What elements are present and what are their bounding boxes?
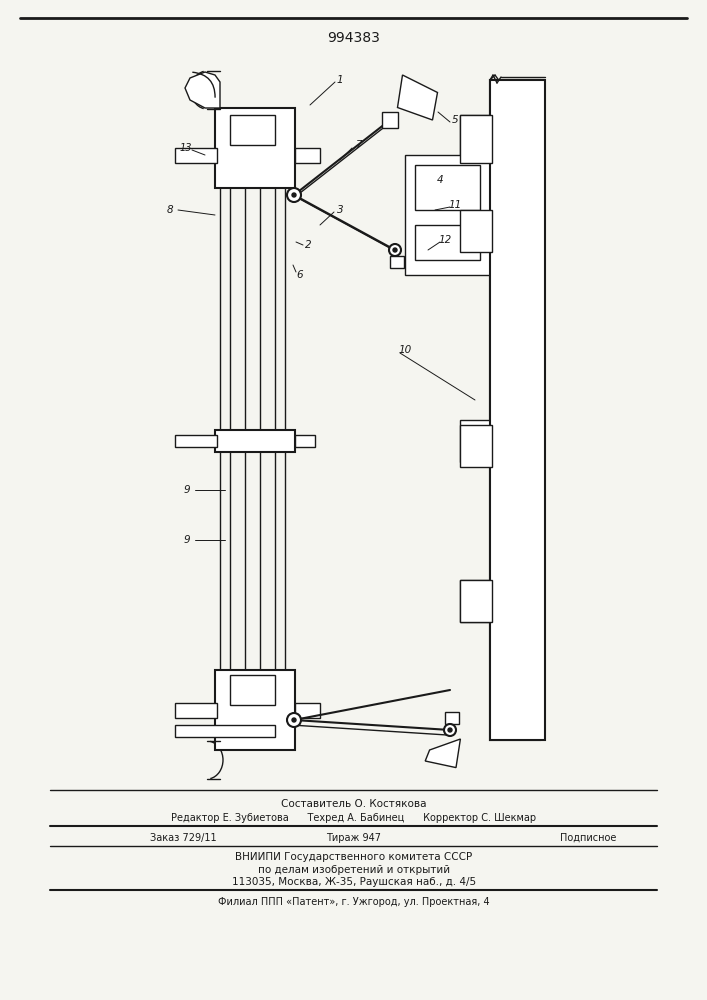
- Circle shape: [292, 718, 296, 722]
- Circle shape: [292, 193, 296, 197]
- Bar: [460, 115, 492, 163]
- Text: 10: 10: [398, 345, 411, 355]
- Bar: [230, 675, 275, 705]
- Bar: [295, 148, 320, 163]
- Polygon shape: [425, 739, 460, 768]
- Polygon shape: [397, 75, 438, 120]
- Text: по делам изобретений и открытий: по делам изобретений и открытий: [258, 865, 450, 875]
- Text: 9: 9: [183, 485, 190, 495]
- Text: 1: 1: [337, 75, 344, 85]
- Text: 994383: 994383: [327, 31, 380, 45]
- Text: 5: 5: [452, 115, 458, 125]
- Circle shape: [389, 244, 401, 256]
- Text: 6: 6: [297, 270, 303, 280]
- Circle shape: [287, 188, 301, 202]
- Bar: [175, 435, 217, 447]
- Bar: [460, 425, 492, 467]
- Bar: [175, 148, 217, 163]
- Polygon shape: [185, 72, 220, 108]
- Text: ВНИИПИ Государственного комитета СССР: ВНИИПИ Государственного комитета СССР: [235, 852, 472, 862]
- Bar: [382, 112, 398, 128]
- Bar: [460, 210, 492, 252]
- Bar: [490, 80, 540, 740]
- Text: 4: 4: [437, 175, 443, 185]
- Text: 12: 12: [438, 235, 452, 245]
- Text: 3: 3: [337, 205, 344, 215]
- Text: 113035, Москва, Ж-35, Раушская наб., д. 4/5: 113035, Москва, Ж-35, Раушская наб., д. …: [232, 877, 476, 887]
- Bar: [460, 115, 490, 163]
- Text: Составитель О. Костякова: Составитель О. Костякова: [281, 799, 427, 809]
- Bar: [215, 670, 295, 750]
- Text: 7: 7: [355, 140, 361, 150]
- Circle shape: [448, 728, 452, 732]
- Bar: [460, 205, 490, 247]
- Bar: [295, 703, 320, 718]
- Text: 8: 8: [167, 205, 173, 215]
- Circle shape: [393, 248, 397, 252]
- Bar: [215, 430, 295, 452]
- Text: Заказ 729/11: Заказ 729/11: [150, 833, 216, 843]
- Text: Тираж 947: Тираж 947: [327, 833, 382, 843]
- Bar: [415, 225, 480, 260]
- Bar: [490, 80, 545, 740]
- Bar: [460, 580, 490, 622]
- Bar: [295, 435, 315, 447]
- Text: 11: 11: [448, 200, 462, 210]
- Text: Филиал ППП «Патент», г. Ужгород, ул. Проектная, 4: Филиал ППП «Патент», г. Ужгород, ул. Про…: [218, 897, 490, 907]
- Bar: [415, 165, 480, 210]
- Bar: [460, 580, 492, 622]
- Circle shape: [444, 724, 456, 736]
- Bar: [405, 155, 490, 275]
- Bar: [460, 420, 490, 462]
- Bar: [215, 108, 295, 188]
- Bar: [230, 115, 275, 145]
- Circle shape: [287, 713, 301, 727]
- Text: 9: 9: [183, 535, 190, 545]
- Bar: [175, 703, 217, 718]
- Text: Редактор Е. Зубиетова      Техред А. Бабинец      Корректор С. Шекмар: Редактор Е. Зубиетова Техред А. Бабинец …: [171, 813, 537, 823]
- Text: 2: 2: [305, 240, 311, 250]
- Text: 13: 13: [180, 143, 192, 153]
- Bar: [390, 256, 404, 268]
- Text: Подписное: Подписное: [560, 833, 617, 843]
- Bar: [445, 712, 459, 724]
- Bar: [175, 725, 275, 737]
